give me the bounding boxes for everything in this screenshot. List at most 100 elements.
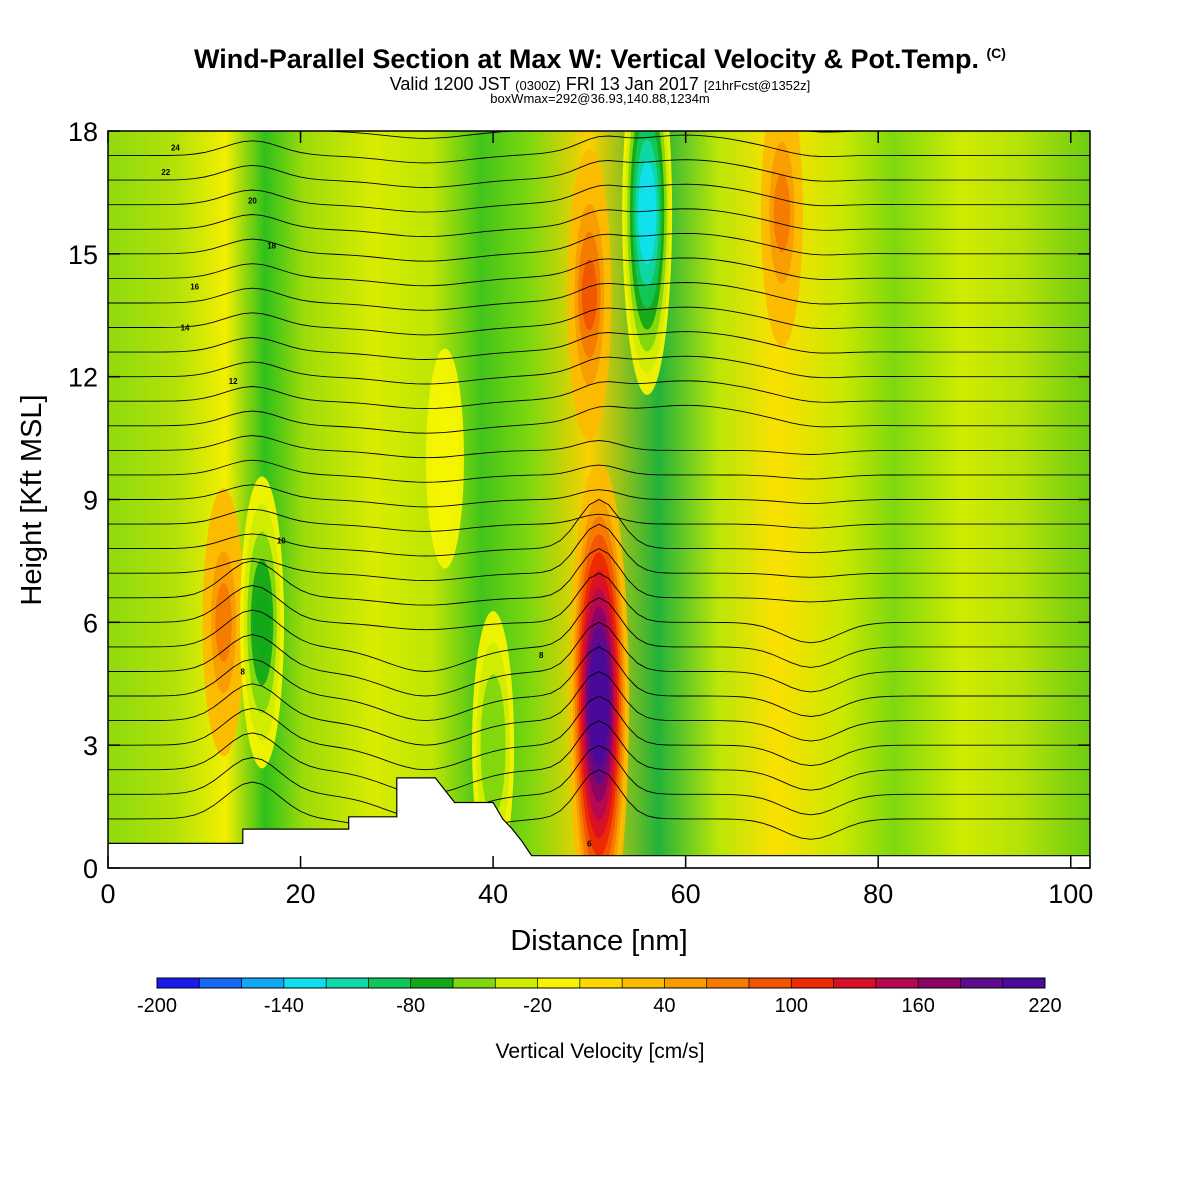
colorbar-swatch [537,978,581,988]
theta-contour [108,508,1090,532]
y-tick-label: 18 [68,117,98,147]
colorbar-swatch [326,978,369,988]
theta-contour [108,621,1090,697]
theta-label: 24 [171,143,180,152]
velocity-field [108,131,1090,868]
theta-contour [108,208,1090,238]
theta-contour [108,355,1090,385]
theta-contour [108,306,1090,336]
subtitle-forecast: [21hrFcst@1352z] [703,78,811,93]
colorbar: -200 -140 -80 -20 40 100 160 220 [137,977,1062,1017]
subtitle-valid: Valid 1200 JST [389,74,511,94]
colorbar-label: 40 [653,995,675,1017]
theta-contour [108,523,1090,582]
copyright-mark: (C) [986,45,1006,61]
theta-contour [108,695,1090,771]
theta-contour [108,134,1090,164]
theta-label: 16 [190,283,199,292]
theta-label: 8 [241,667,246,676]
theta-contour [108,159,1090,188]
w-contour-fill [435,416,454,501]
y-tick-label: 0 [83,854,98,884]
colorbar-swatch [453,978,496,988]
theta-contour [108,498,1090,557]
theta-contour [108,548,1090,606]
theta-label: 18 [267,242,276,251]
x-tick-label: 80 [863,879,893,909]
w-feature [425,348,464,569]
colorbar-swatch [622,978,665,988]
theta-label: 20 [248,197,257,206]
theta-contour [108,331,1090,360]
colorbar-swatch [579,978,623,988]
colorbar-swatch [791,978,835,988]
colorbar-swatch [664,978,708,988]
colorbar-label: 100 [775,995,808,1017]
colorbar-swatch [960,978,1004,988]
x-axis-label: Distance [nm] [510,925,687,957]
w-feature [240,476,285,769]
colorbar-swatch [1002,978,1046,988]
theta-label: 14 [181,324,190,333]
chart-title: Wind-Parallel Section at Max W: Vertical… [0,44,1200,75]
w-contour-fill [215,582,232,662]
colorbar-swatch [749,978,792,988]
subtitle-date: FRI 13 Jan 2017 [565,74,699,94]
colorbar-swatch [410,978,454,988]
theta-contour [108,744,1090,820]
theta-contour [108,484,1090,508]
chart-box-info: boxWmax=292@36.93,140.88,1234m [490,91,710,106]
theta-contour [108,597,1090,672]
theta-contour [108,646,1090,722]
y-tick-label: 6 [83,608,98,638]
colorbar-swatch [875,978,919,988]
w-contour-fill [593,678,605,731]
chart-subtitle: Valid 1200 JST (0300Z) FRI 13 Jan 2017 [… [0,75,1200,95]
theta-label: 10 [277,536,286,545]
terrain [107,777,1091,869]
w-contour-fill [254,586,270,658]
w-contour-fill [484,705,502,785]
theta-contour [108,183,1090,213]
theta-contour [108,404,1090,434]
w-feature [567,148,612,441]
colorbar-swatch [706,978,750,988]
theta-contour [108,232,1090,262]
subtitle-zulu: (0300Z) [515,78,561,93]
theta-label: 22 [161,168,170,177]
colorbar-swatch [495,978,539,988]
x-tick-label: 60 [671,879,701,909]
colorbar-swatch [157,978,200,988]
colorbar-swatch [368,978,412,988]
x-tick-label: 0 [100,879,115,909]
w-feature [202,488,245,757]
theta-contour [108,670,1090,746]
y-tick-label: 15 [68,240,98,270]
y-tick-label: 9 [83,486,98,516]
x-tick-label: 20 [286,879,316,909]
colorbar-label: -80 [396,995,425,1017]
y-tick-label: 12 [68,363,98,393]
x-tick-label: 40 [478,879,508,909]
colorbar-label: 160 [901,995,934,1017]
theta-contour [108,720,1090,795]
theta-contour [108,380,1090,410]
colorbar-swatch [241,978,285,988]
colorbar-swatch [918,978,961,988]
colorbar-title: Vertical Velocity [cm/s] [496,1040,705,1063]
w-feature [622,131,673,395]
theta-contour [108,769,1090,844]
theta-contour [108,257,1090,287]
colorbar-frame [156,977,1046,989]
theta-contour [108,282,1090,311]
colorbar-label: -200 [137,995,177,1017]
theta-label: 8 [539,651,544,660]
theta-label: 6 [587,839,592,848]
colorbar-swatch [833,978,877,988]
colorbar-label: 220 [1028,995,1061,1017]
w-contour-fill [773,173,791,253]
theta-contour [108,86,1090,114]
colorbar-label: -20 [523,995,552,1017]
chart-title-text: Wind-Parallel Section at Max W: Vertical… [194,44,979,74]
